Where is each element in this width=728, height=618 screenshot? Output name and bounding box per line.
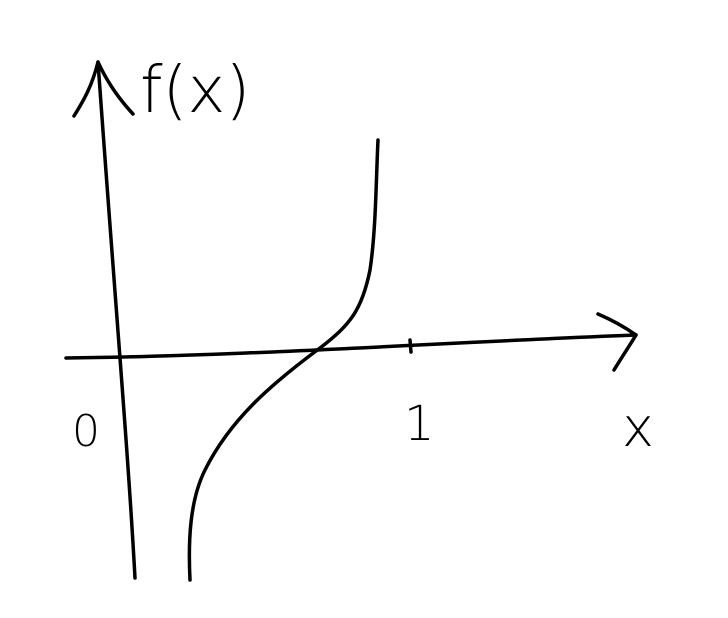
x-tick	[408, 338, 413, 354]
x-axis-label: x	[622, 396, 654, 459]
origin-label: 0	[72, 406, 100, 457]
function-curve	[187, 138, 380, 582]
x-tick-label: 1	[404, 396, 435, 452]
y-axis-arrow	[72, 60, 135, 118]
x-axis	[64, 333, 638, 360]
y-axis	[96, 60, 137, 580]
x-axis-arrow	[596, 312, 638, 372]
y-axis-label: f(x)	[140, 54, 250, 128]
